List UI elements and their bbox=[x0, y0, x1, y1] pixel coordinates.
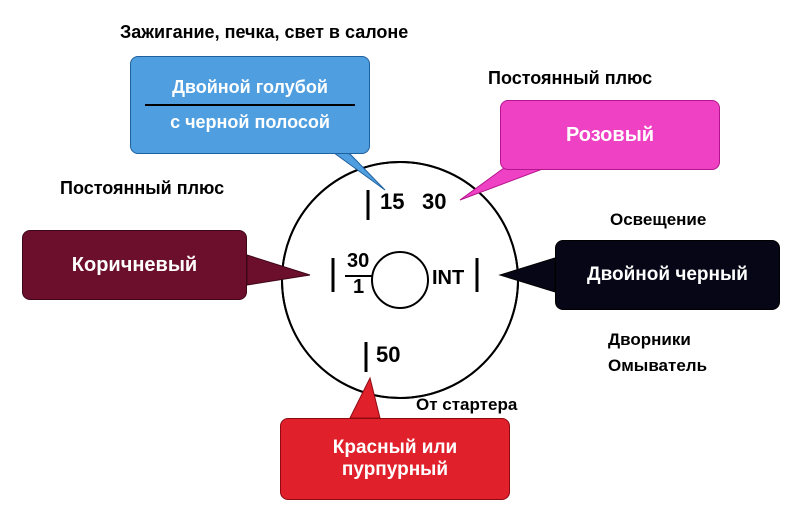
callout-blue-line1: Двойной голубой bbox=[172, 77, 328, 98]
pin-50: 50 bbox=[376, 342, 400, 368]
callout-red-line1: Красный или bbox=[333, 437, 457, 459]
label-constant-plus-top: Постоянный плюс bbox=[488, 68, 652, 89]
callout-red-wire: Красный или пурпурный bbox=[280, 418, 510, 500]
callout-brown-line1: Коричневый bbox=[72, 254, 197, 277]
pin-30: 30 bbox=[422, 189, 446, 215]
diagram-stage: { "canvas": { "width": 800, "height": 51… bbox=[0, 0, 800, 515]
callout-brown-wire: Коричневый bbox=[22, 230, 247, 300]
pin-30-1-bot: 1 bbox=[353, 276, 364, 299]
label-ignition: Зажигание, печка, свет в салоне bbox=[120, 22, 408, 43]
label-from-starter: От стартера bbox=[416, 395, 517, 415]
callout-black-wire: Двойной черный bbox=[555, 240, 780, 310]
callout-pink-wire: Розовый bbox=[500, 100, 720, 170]
callout-blue-divider bbox=[145, 104, 355, 106]
label-wipers: Дворники bbox=[608, 330, 691, 350]
callout-pink-line1: Розовый bbox=[566, 124, 654, 147]
callout-red-line2: пурпурный bbox=[342, 459, 448, 481]
label-washer: Омыватель bbox=[608, 356, 707, 376]
callout-black-line1: Двойной черный bbox=[587, 264, 748, 286]
pin-15: 15 bbox=[380, 189, 404, 215]
pin-int: INT bbox=[432, 267, 464, 290]
callout-blue-line2: с черной полосой bbox=[170, 112, 330, 133]
callout-blue-wire: Двойной голубой с черной полосой bbox=[130, 56, 370, 154]
pin-30-1-top: 30 bbox=[347, 250, 369, 273]
label-constant-plus-left: Постоянный плюс bbox=[60, 178, 224, 199]
label-lighting: Освещение bbox=[610, 210, 706, 230]
